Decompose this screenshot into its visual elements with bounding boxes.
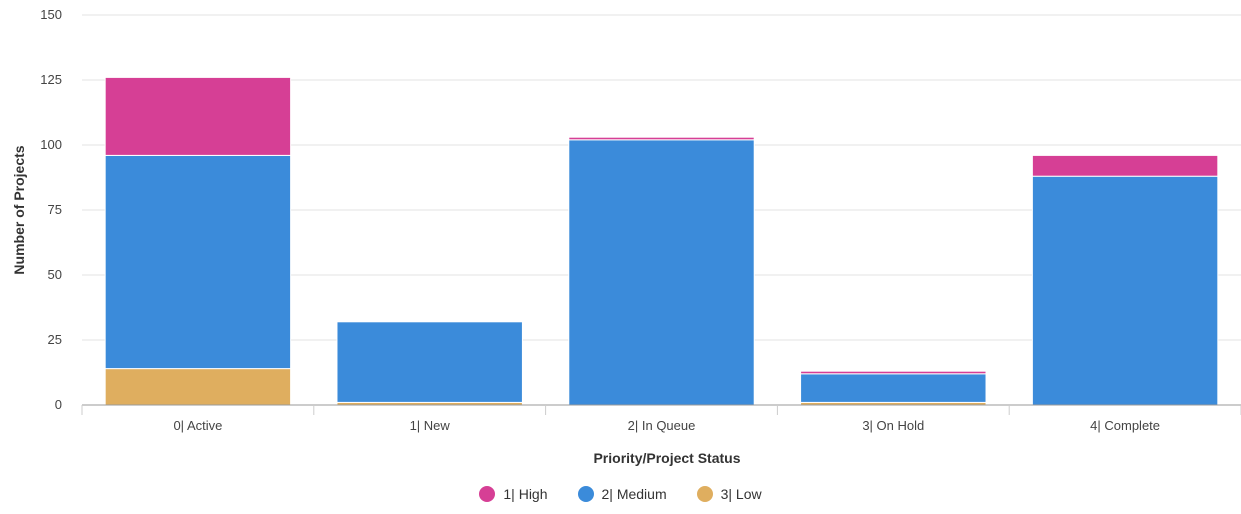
bar-segment[interactable] [104, 154, 292, 370]
y-tick-label: 150 [40, 7, 62, 22]
legend-item[interactable]: 3| Low [696, 486, 762, 502]
legend-item[interactable]: 1| High [479, 486, 548, 502]
x-axis: 0| Active 1| New 2| In Queue 3| On Hold 4| C… [81, 404, 1241, 433]
legend-label: 3| Low [720, 486, 762, 502]
bar-segment[interactable] [104, 76, 292, 156]
x-axis-title: Priority/Project Status [593, 450, 740, 466]
y-axis-title: Number of Projects [11, 145, 27, 274]
y-tick-label: 75 [48, 202, 62, 217]
x-tick-label: 2| In Queue [628, 418, 696, 433]
bar-segment[interactable] [1031, 175, 1219, 406]
y-tick-label: 25 [48, 332, 62, 347]
legend-label: 1| High [503, 486, 548, 502]
stacked-bar-chart: 0 25 50 75 100 125 150 0| Active 1| New 2| In Qu… [11, 7, 1241, 466]
x-tick-label: 0| Active [173, 418, 222, 433]
legend-marker [479, 486, 496, 502]
bar-segment[interactable] [1031, 154, 1219, 177]
bar-segment[interactable] [336, 321, 523, 403]
x-tick-label: 4| Complete [1090, 418, 1160, 433]
bars [104, 76, 1219, 406]
bar-segment[interactable] [800, 373, 987, 403]
bar-segment[interactable] [568, 139, 755, 406]
legend-marker [577, 486, 594, 502]
x-tick-label: 3| On Hold [862, 418, 924, 433]
y-tick-label: 50 [48, 267, 62, 282]
legend-marker [696, 486, 713, 502]
y-tick-label: 0 [55, 397, 62, 412]
x-tick-label: 1| New [410, 418, 451, 433]
y-tick-label: 125 [40, 72, 62, 87]
legend: 1| High 2| Medium 3| Low [0, 486, 1241, 502]
bar-segment[interactable] [104, 368, 292, 406]
legend-item[interactable]: 2| Medium [577, 486, 667, 502]
y-axis-ticks: 0 25 50 75 100 125 150 [40, 7, 62, 412]
bar-segment[interactable] [568, 136, 755, 141]
legend-label: 2| Medium [601, 486, 667, 502]
bar-segment[interactable] [800, 370, 987, 375]
y-tick-label: 100 [40, 137, 62, 152]
